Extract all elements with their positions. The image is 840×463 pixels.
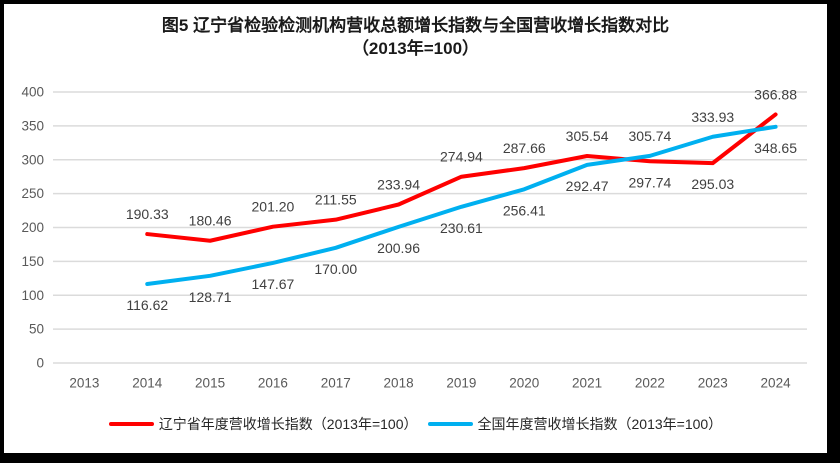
- data-label: 305.74: [629, 128, 672, 144]
- data-label: 297.74: [629, 174, 672, 190]
- data-label: 200.96: [377, 240, 420, 256]
- data-label: 116.62: [126, 297, 168, 313]
- data-label: 190.33: [126, 206, 169, 222]
- y-axis-tick-label: 50: [29, 322, 44, 337]
- x-axis-tick-label: 2020: [509, 376, 539, 391]
- legend-label-liaoning: 辽宁省年度营收增长指数（2013年=100）: [158, 416, 418, 432]
- data-label: 170.00: [314, 261, 357, 277]
- data-label: 147.67: [252, 276, 295, 292]
- data-label: 305.54: [566, 128, 609, 144]
- x-axis-tick-label: 2013: [69, 376, 99, 391]
- chart-legend: 辽宁省年度营收增长指数（2013年=100） 全国年度营收增长指数（2013年=…: [4, 414, 827, 434]
- legend-swatch-blue-line: [427, 422, 473, 426]
- x-axis-tick-label: 2018: [384, 376, 414, 391]
- chart-title: 图5 辽宁省检验检测机构营收总额增长指数与全国营收增长指数对比 （2013年=1…: [4, 14, 827, 60]
- line-chart-plot-area: 0 50 100 150 200 250 300 350 400 2013 2014 2015 2016…: [21, 85, 807, 391]
- data-label: 295.03: [691, 176, 734, 192]
- data-label: 128.71: [189, 289, 232, 305]
- y-axis-tick-label: 200: [21, 220, 44, 235]
- data-label: 211.55: [315, 192, 357, 208]
- y-axis-tick-label: 350: [21, 118, 44, 133]
- legend-label-national: 全国年度营收增长指数（2013年=100）: [477, 416, 723, 432]
- legend-item-national: 全国年度营收增长指数（2013年=100）: [427, 414, 723, 434]
- x-axis-tick-label: 2014: [132, 376, 163, 391]
- x-axis-tick-label: 2023: [698, 376, 728, 391]
- data-label: 292.47: [566, 178, 609, 194]
- legend-swatch-red-line: [108, 422, 154, 426]
- x-axis-tick-label: 2021: [572, 376, 602, 391]
- x-axis-tick-label: 2022: [635, 376, 665, 391]
- x-axis-tick-label: 2024: [761, 376, 792, 391]
- x-axis-tick-label: 2019: [446, 376, 476, 391]
- data-label: 274.94: [440, 149, 483, 165]
- series-line-0: [145, 112, 778, 243]
- legend-item-liaoning: 辽宁省年度营收增长指数（2013年=100）: [108, 414, 418, 434]
- chart-title-line1: 图5 辽宁省检验检测机构营收总额增长指数与全国营收增长指数对比: [161, 16, 670, 35]
- data-label: 333.93: [691, 109, 734, 125]
- data-label: 256.41: [503, 202, 546, 218]
- y-axis-tick-label: 150: [21, 254, 44, 269]
- y-axis-tick-label: 100: [21, 288, 44, 303]
- x-axis-tick-label: 2017: [321, 376, 351, 391]
- data-label: 287.66: [503, 140, 546, 156]
- series-line-1: [145, 124, 778, 286]
- data-label: 230.61: [440, 220, 483, 236]
- data-label: 366.88: [754, 86, 797, 102]
- data-label: 233.94: [377, 177, 420, 193]
- x-axis-tick-label: 2016: [258, 376, 288, 391]
- y-axis-tick-label: 250: [21, 186, 44, 201]
- y-axis-tick-label: 400: [21, 85, 44, 100]
- data-label: 348.65: [754, 140, 797, 156]
- chart-title-line2: （2013年=100）: [351, 39, 480, 58]
- y-axis-tick-label: 0: [36, 356, 44, 371]
- y-axis-tick-label: 300: [21, 152, 44, 167]
- x-axis-tick-label: 2015: [195, 376, 225, 391]
- data-label: 201.20: [252, 199, 295, 215]
- data-label: 180.46: [189, 213, 232, 229]
